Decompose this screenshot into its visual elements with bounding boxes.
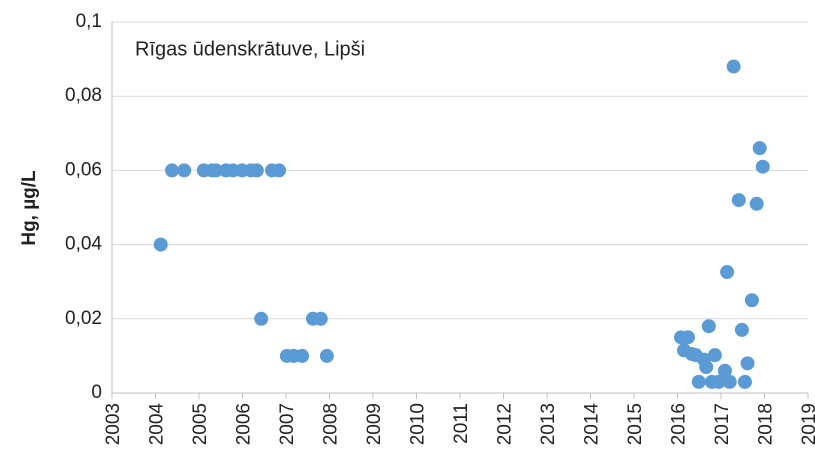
y-tick-label: 0,04 (65, 234, 102, 255)
point (153, 237, 168, 252)
point (737, 374, 752, 389)
point (249, 163, 264, 178)
point (699, 360, 714, 375)
point (272, 163, 287, 178)
x-tick-label: 2005 (190, 403, 211, 445)
point (717, 363, 732, 378)
x-tick-label: 2012 (495, 403, 516, 445)
point (744, 293, 759, 308)
x-tick-label: 2014 (582, 403, 603, 446)
x-tick-label: 2016 (669, 403, 690, 445)
point (707, 348, 722, 363)
point (208, 163, 223, 178)
chart-title: Rīgas ūdenskrātuve, Lipši (135, 38, 365, 60)
x-tick-label: 2009 (364, 403, 385, 445)
y-tick-label: 0,02 (65, 308, 102, 329)
y-tick-label: 0,06 (65, 159, 102, 180)
point (295, 348, 310, 363)
point (752, 141, 767, 156)
x-tick-label: 2015 (625, 403, 646, 445)
point (319, 348, 334, 363)
x-tick-label: 2013 (538, 403, 559, 445)
x-tick-label: 2006 (234, 403, 255, 445)
point (740, 356, 755, 371)
point (165, 163, 180, 178)
point (720, 265, 735, 280)
point (726, 59, 741, 74)
y-tick-label: 0,1 (76, 11, 102, 32)
point (722, 374, 737, 389)
point (731, 193, 746, 208)
x-tick-label: 2019 (799, 403, 815, 445)
x-tick-label: 2017 (712, 403, 733, 445)
y-axis-label: Hg, µg/L (19, 170, 40, 246)
x-tick-label: 2008 (321, 403, 342, 445)
point (680, 330, 695, 345)
x-tick-label: 2007 (277, 403, 298, 445)
x-tick-label: 2018 (756, 403, 777, 445)
point (734, 322, 749, 337)
point (711, 374, 726, 389)
x-tick-label: 2010 (408, 403, 429, 445)
point (691, 374, 706, 389)
point (701, 319, 716, 334)
point (177, 163, 192, 178)
x-tick-label: 2004 (147, 403, 168, 446)
x-tick-label: 2003 (103, 403, 124, 445)
x-tick-label: 2011 (451, 403, 472, 444)
y-tick-label: 0 (91, 382, 102, 403)
point (749, 196, 764, 211)
point (755, 159, 770, 174)
y-tick-label: 0,08 (65, 85, 102, 106)
point (313, 311, 328, 326)
point (254, 311, 269, 326)
